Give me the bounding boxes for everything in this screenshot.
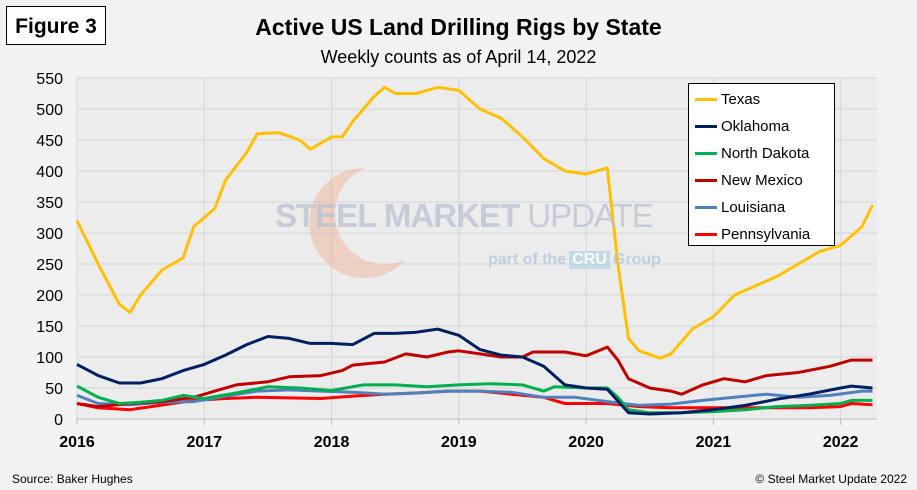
- x-tick-label: 2022: [823, 434, 859, 451]
- legend-item-north-dakota: North Dakota: [695, 140, 834, 167]
- y-tick-label: 0: [54, 412, 63, 429]
- legend-swatch: [695, 125, 717, 128]
- legend-swatch: [695, 206, 717, 209]
- y-tick-label: 400: [36, 164, 63, 181]
- x-tick-label: 2019: [441, 434, 477, 451]
- chart-subtitle: Weekly counts as of April 14, 2022: [320, 47, 597, 67]
- y-tick-label: 200: [36, 288, 63, 305]
- figure-label: Figure 3: [6, 6, 106, 45]
- series-line-texas: [75, 85, 874, 360]
- legend-label: Texas: [721, 91, 761, 108]
- legend: Texas Oklahoma North Dakota New Mexico L…: [688, 83, 835, 246]
- watermark-cru-logo: CRU: [569, 251, 610, 269]
- y-tick-label: 50: [45, 381, 63, 398]
- y-tick-label: 100: [36, 350, 63, 367]
- legend-item-texas: Texas: [695, 86, 834, 113]
- legend-label: Louisiana: [721, 199, 786, 216]
- series-line-north-dakota: [76, 382, 873, 415]
- x-tick-label: 2020: [568, 434, 604, 451]
- y-tick-label: 150: [36, 319, 63, 336]
- watermark-tagline-post: Group: [612, 251, 661, 268]
- legend-swatch: [695, 233, 717, 236]
- legend-item-oklahoma: Oklahoma: [695, 113, 834, 140]
- legend-label: New Mexico: [721, 172, 803, 189]
- legend-item-new-mexico: New Mexico: [695, 167, 834, 194]
- series-line-new-mexico: [76, 345, 873, 409]
- legend-label: Oklahoma: [721, 118, 790, 135]
- x-tick-label: 2021: [696, 434, 732, 451]
- watermark-tagline-pre: part of the: [488, 251, 567, 268]
- watermark-logo: STEEL MARKET UPDATE: [275, 197, 654, 235]
- watermark-brand: STEEL MARKET: [275, 197, 520, 234]
- chart-title: Active US Land Drilling Rigs by State: [255, 14, 662, 40]
- legend-swatch: [695, 152, 717, 155]
- legend-label: North Dakota: [721, 145, 810, 162]
- x-tick-label: 2018: [314, 434, 350, 451]
- x-tick-label: 2016: [59, 434, 95, 451]
- legend-swatch: [695, 98, 717, 101]
- legend-label: Pennsylvania: [721, 226, 811, 243]
- legend-item-louisiana: Louisiana: [695, 194, 834, 221]
- y-tick-label: 250: [36, 257, 63, 274]
- copyright-note: © Steel Market Update 2022: [755, 472, 907, 486]
- y-tick-label: 300: [36, 226, 63, 243]
- y-tick-label: 350: [36, 195, 63, 212]
- y-tick-label: 550: [36, 71, 63, 88]
- x-tick-label: 2017: [186, 434, 222, 451]
- legend-swatch: [695, 179, 717, 182]
- watermark-logo-arc: [309, 167, 405, 278]
- legend-item-pennsylvania: Pennsylvania: [695, 221, 834, 248]
- watermark-brand-light: UPDATE: [527, 197, 653, 234]
- watermark-tagline: part of the CRU Group: [488, 251, 661, 269]
- y-tick-label: 450: [36, 133, 63, 150]
- y-tick-label: 500: [36, 102, 63, 119]
- series-line-oklahoma: [76, 327, 873, 416]
- source-note: Source: Baker Hughes: [12, 472, 133, 486]
